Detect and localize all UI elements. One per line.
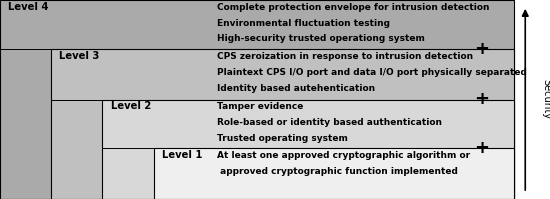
- Text: Complete protection envelope for intrusion detection: Complete protection envelope for intrusi…: [217, 3, 490, 12]
- Text: High-security trusted operationg system: High-security trusted operationg system: [217, 34, 425, 43]
- Text: Identity based autehentication: Identity based autehentication: [217, 84, 375, 93]
- Text: +: +: [474, 139, 489, 157]
- Text: Level 3: Level 3: [59, 51, 100, 61]
- Bar: [102, 100, 514, 199]
- Bar: [154, 148, 514, 199]
- Text: +: +: [474, 91, 489, 108]
- Text: Level 4: Level 4: [8, 2, 49, 12]
- Text: Security: Security: [542, 79, 550, 120]
- Text: CPS zeroization in response to intrusion detection: CPS zeroization in response to intrusion…: [217, 52, 474, 61]
- Text: Role-based or identity based authentication: Role-based or identity based authenticat…: [217, 118, 442, 127]
- Text: At least one approved cryptographic algorithm or: At least one approved cryptographic algo…: [217, 151, 470, 160]
- Text: +: +: [474, 40, 489, 58]
- Text: approved cryptographic function implemented: approved cryptographic function implemen…: [217, 168, 458, 177]
- Text: Tamper evidence: Tamper evidence: [217, 102, 304, 111]
- Text: Plaintext CPS I/O port and data I/O port physically separated: Plaintext CPS I/O port and data I/O port…: [217, 68, 527, 77]
- Text: Level 1: Level 1: [162, 150, 203, 160]
- Text: Environmental fluctuation testing: Environmental fluctuation testing: [217, 19, 390, 28]
- Text: Level 2: Level 2: [111, 101, 151, 111]
- Bar: [51, 49, 514, 199]
- Text: Trusted operating system: Trusted operating system: [217, 134, 348, 143]
